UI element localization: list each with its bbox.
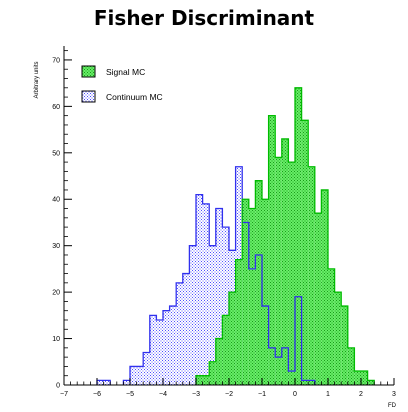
page-title: Fisher Discriminant [93,6,315,30]
continuum-mc-bar [163,310,170,385]
signal-mc-histogram [196,87,375,386]
x-axis-label: FD [388,403,397,409]
x-tick-label: −6 [93,391,101,398]
y-axis-ticks: 0 10 20 30 40 50 60 70 [52,50,72,390]
legend-label-signal-mc: Signal MC [106,67,145,77]
continuum-mc-bar [196,194,203,385]
continuum-mc-bar [202,203,210,385]
y-tick-label: 10 [52,336,60,343]
signal-mc-bar [248,208,256,385]
signal-mc-bar [347,347,355,385]
x-tick-label: 0 [293,391,297,398]
x-axis-ticks: −7 −6 −5 −4 −3 −2 −1 0 1 2 3 [60,378,396,398]
x-tick-label: −2 [225,391,233,398]
signal-mc-bar [288,162,295,385]
signal-mc-bar [262,199,269,385]
continuum-mc-bar [149,315,157,385]
signal-mc-bar [235,259,243,385]
y-tick-label: 0 [56,383,60,390]
signal-mc-bar [308,166,315,385]
continuum-mc-bar [156,319,163,385]
x-tick-label: −5 [126,391,134,398]
y-tick-label: 50 [52,150,60,157]
signal-mc-bar [275,157,282,385]
y-tick-label: 60 [52,104,60,111]
x-tick-label: −4 [159,391,167,398]
signal-mc-bar [341,306,348,385]
continuum-mc-bar [169,306,177,385]
signal-mc-bar [367,380,375,385]
signal-mc-bar [295,87,302,385]
continuum-mc-bar [189,245,196,385]
signal-mc-bar [334,292,342,385]
continuum-mc-bar [182,273,190,385]
signal-mc-bar [268,115,276,385]
x-tick-label: −7 [60,391,68,398]
signal-mc-bar [255,180,262,385]
signal-mc-bar [196,375,203,385]
signal-mc-bar [314,213,322,385]
continuum-mc-bar [130,366,137,385]
signal-mc-bar [229,292,236,385]
x-tick-label: −1 [258,391,266,398]
x-tick-label: 2 [359,391,363,398]
y-tick-label: 20 [52,290,60,297]
y-tick-label: 40 [52,197,60,204]
signal-mc-bar [202,375,210,385]
x-tick-label: 3 [392,391,396,398]
legend-swatch-continuum-mc [81,90,96,103]
continuum-mc-bar [123,380,130,385]
signal-mc-bar [301,120,309,386]
continuum-mc-bar [222,227,229,385]
continuum-mc-bar [136,366,144,385]
signal-mc-bar [354,371,361,385]
signal-mc-bar [361,371,368,385]
signal-mc-bar [209,361,216,385]
continuum-mc-bar [143,352,150,385]
y-axis-label: Arbitrary units [34,61,40,98]
legend-label-continuum-mc: Continuum MC [106,92,163,102]
signal-mc-bar [281,138,289,385]
signal-mc-bar [215,338,223,385]
continuum-mc-bar [103,380,111,385]
y-tick-label: 70 [52,57,60,64]
legend-swatch-signal-mc [81,65,96,78]
continuum-mc-bar [215,208,223,385]
y-tick-label: 30 [52,243,60,250]
continuum-mc-bar [176,282,183,385]
signal-mc-bar [222,315,229,385]
signal-mc-outline [195,87,375,385]
legend: Signal MC Continuum MC [81,65,163,103]
x-tick-label: −3 [192,391,200,398]
signal-mc-bar [328,268,335,385]
signal-mc-bar [321,189,328,385]
continuum-mc-bar [97,380,104,385]
continuum-mc-bar [209,245,216,385]
signal-mc-bar [242,199,249,385]
x-tick-label: 1 [326,391,330,398]
